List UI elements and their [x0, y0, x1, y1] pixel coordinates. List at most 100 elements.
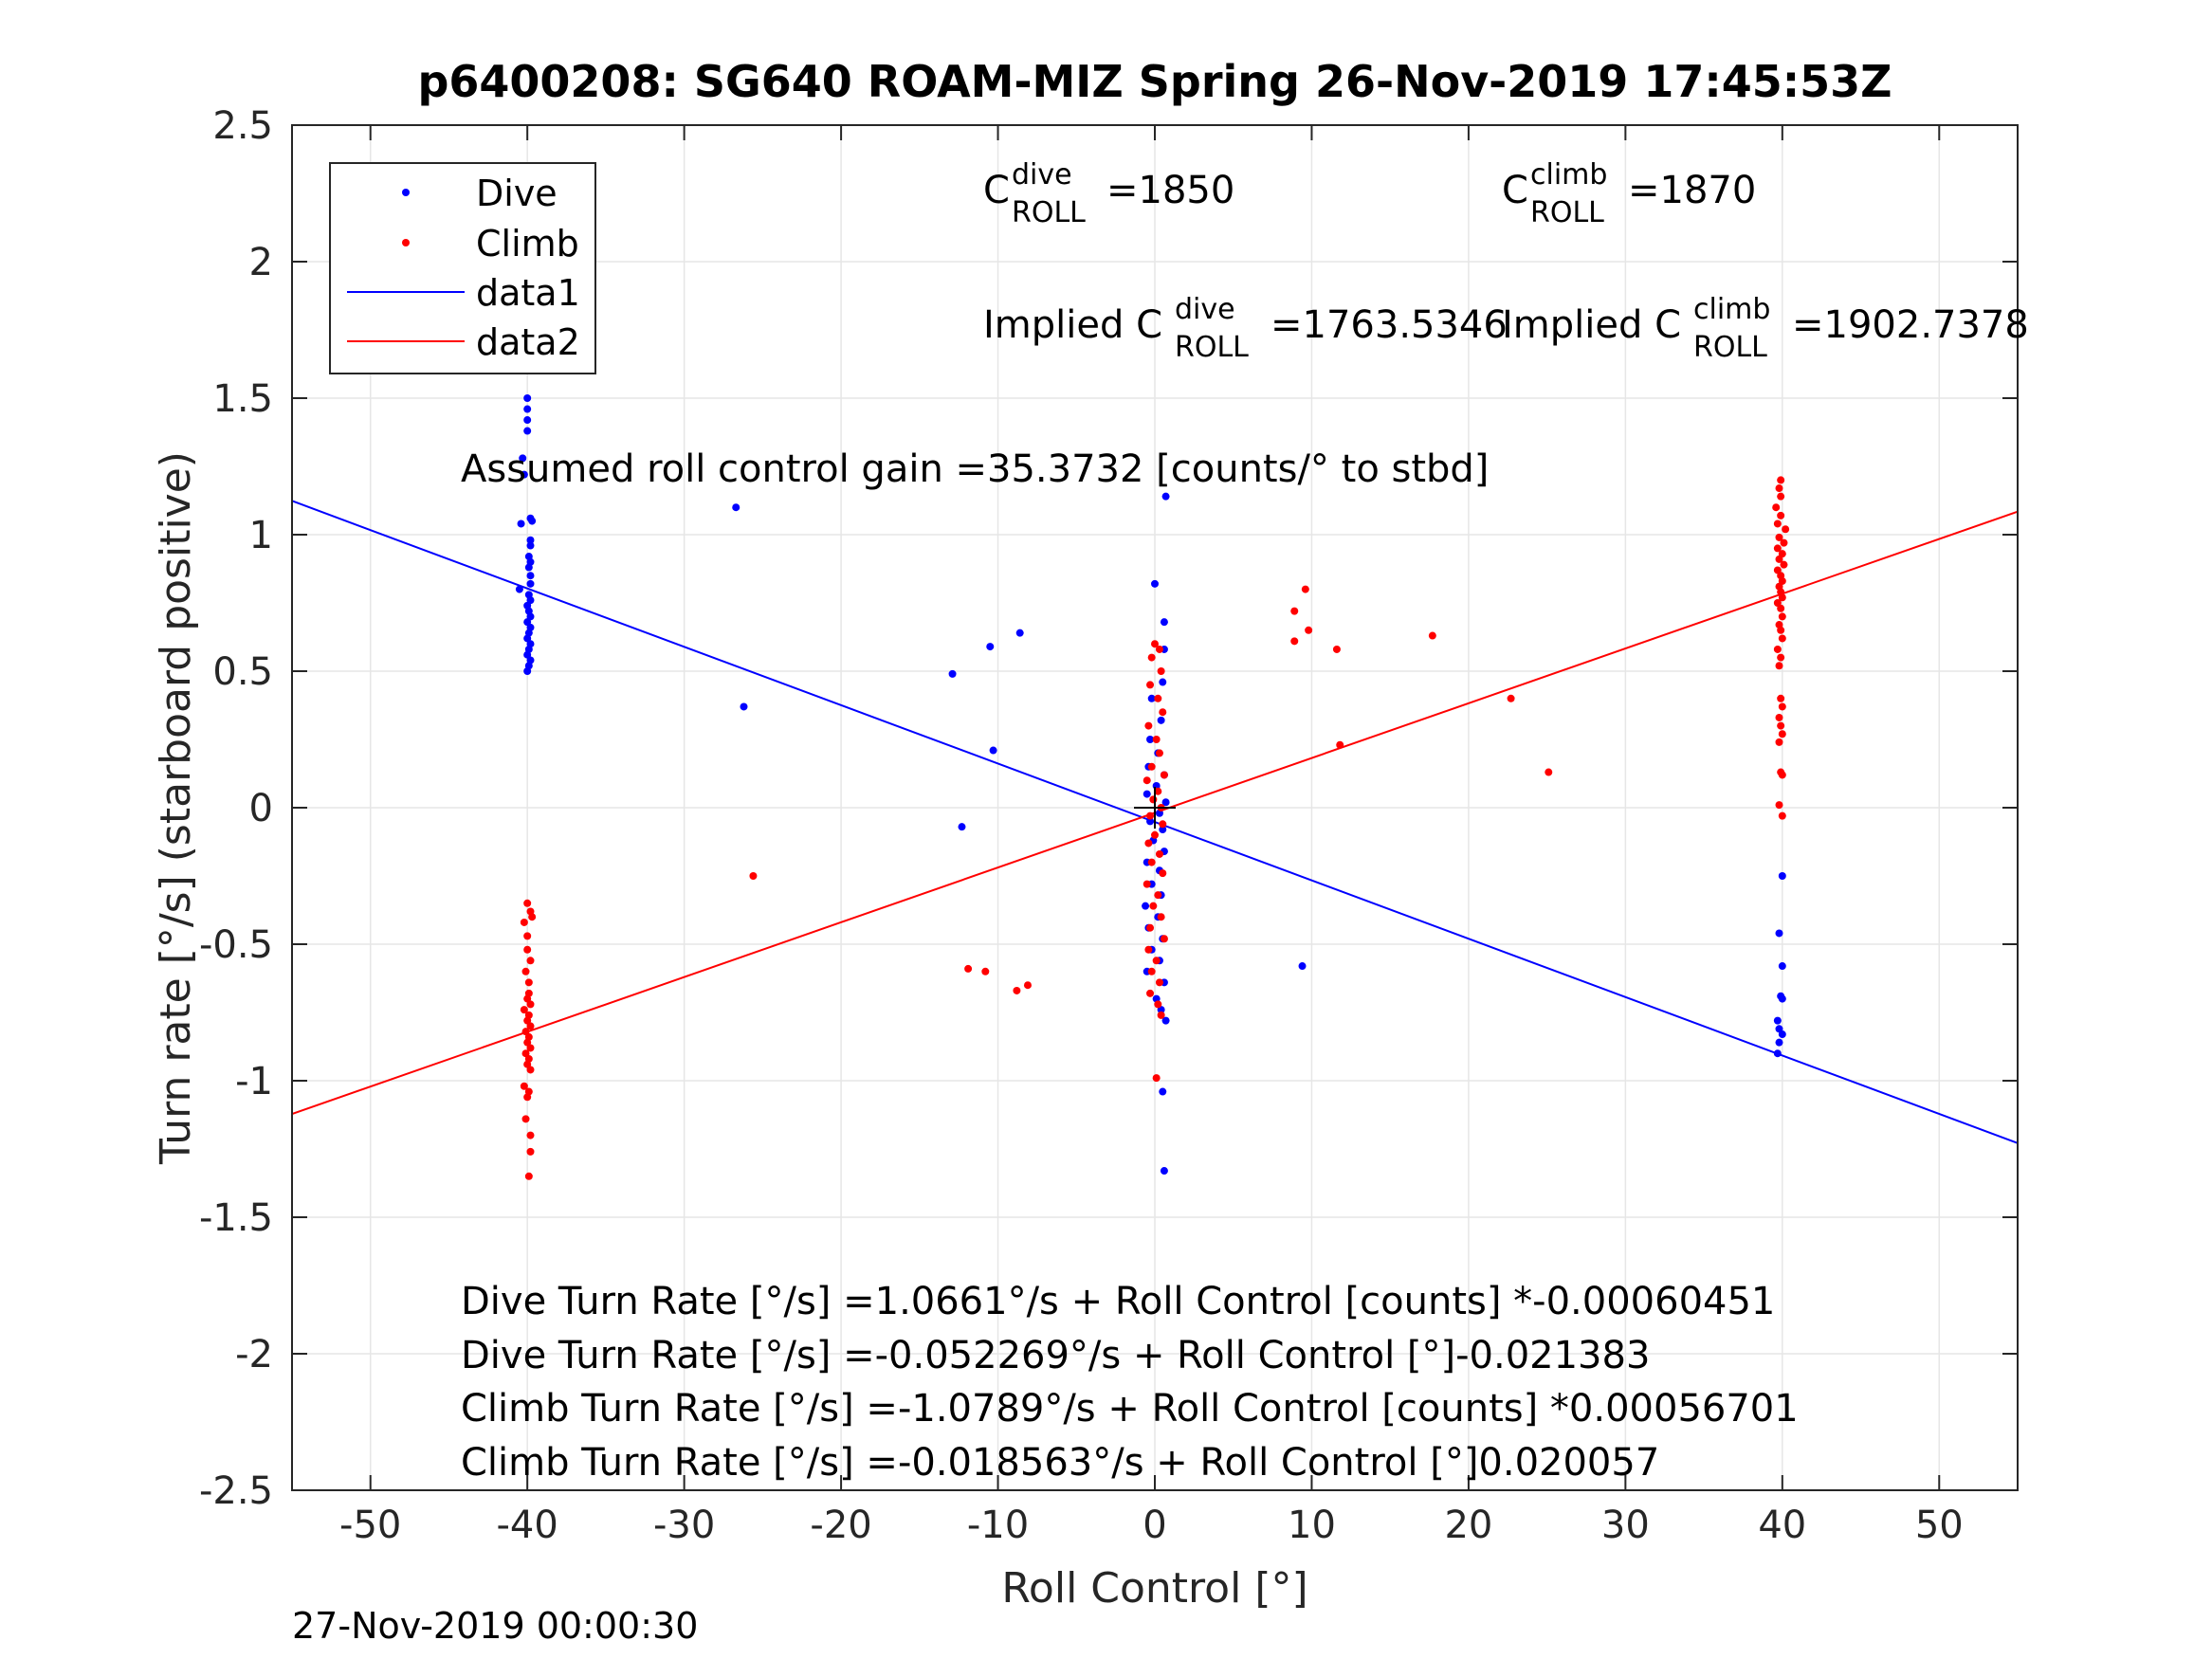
point-climb [1778, 811, 1786, 820]
y-tick-label: -1.5 [199, 1196, 273, 1240]
x-tick-label: -20 [810, 1504, 871, 1547]
point-climb [1777, 653, 1785, 662]
point-dive [1778, 872, 1786, 880]
point-climb [1775, 713, 1783, 721]
point-climb [1778, 730, 1786, 738]
point-climb [1155, 849, 1163, 858]
point-climb [1775, 555, 1783, 563]
point-dive [986, 643, 995, 651]
point-climb [521, 1115, 530, 1123]
point-climb [526, 1044, 535, 1052]
implied-dive-sub: ROLL [1175, 331, 1249, 364]
point-climb [526, 1066, 535, 1074]
point-dive [1159, 1087, 1167, 1096]
point-climb [1777, 511, 1785, 520]
implied-dive-prefix: Implied C [983, 303, 1162, 347]
point-climb [1154, 694, 1162, 702]
point-climb [1778, 702, 1786, 711]
fit-equation-dive-degrees: Dive Turn Rate [°/s] =-0.052269°/s + Rol… [461, 1334, 1650, 1377]
point-dive [1142, 902, 1150, 910]
point-climb [1775, 738, 1783, 746]
point-climb [1778, 634, 1786, 643]
point-climb [1154, 1000, 1162, 1009]
point-climb [1428, 631, 1436, 640]
x-tick-label: 20 [1444, 1504, 1492, 1547]
point-dive [958, 823, 966, 831]
point-climb [1155, 978, 1163, 987]
point-climb [1301, 585, 1309, 593]
point-climb [1775, 533, 1783, 541]
point-climb [1507, 694, 1515, 702]
fit-equations: Dive Turn Rate [°/s] =1.0661°/s + Roll C… [461, 1280, 1799, 1485]
point-climb [1782, 525, 1790, 534]
point-climb [1775, 484, 1783, 493]
y-tick-label: 2 [249, 241, 273, 284]
point-dive [524, 563, 533, 572]
point-dive [520, 470, 528, 479]
point-climb [1780, 538, 1788, 547]
x-tick-label: -50 [339, 1504, 401, 1547]
point-dive [1161, 1016, 1170, 1025]
point-dive [1773, 1016, 1782, 1025]
x-tick-label: 10 [1288, 1504, 1336, 1547]
c-roll-climb-base: C [1502, 169, 1528, 212]
point-climb [1545, 768, 1553, 776]
point-climb [1146, 811, 1155, 820]
point-climb [1146, 681, 1155, 689]
c-roll-climb-sup: climb [1530, 158, 1607, 191]
point-climb [1775, 801, 1783, 810]
legend-label-climb: Climb [476, 223, 579, 264]
point-dive [1773, 1049, 1782, 1058]
point-dive [948, 669, 957, 678]
fit-equation-climb-degrees: Climb Turn Rate [°/s] =-0.018563°/s + Ro… [461, 1441, 1659, 1485]
point-climb [526, 957, 535, 965]
point-climb [1143, 880, 1151, 888]
c-roll-climb-sub: ROLL [1530, 196, 1604, 229]
legend-label-data1: data1 [476, 272, 580, 314]
point-dive [519, 454, 527, 463]
point-climb [981, 967, 990, 975]
data-points [515, 394, 1790, 1180]
implied-climb-sup: climb [1693, 293, 1770, 326]
point-dive [523, 427, 532, 435]
y-tick-label: 2.5 [212, 104, 273, 148]
implied-climb-sub: ROLL [1693, 331, 1767, 364]
plot-frame [291, 124, 2019, 1491]
c-roll-dive-value: =1850 [1106, 169, 1234, 212]
point-climb [1777, 492, 1785, 501]
y-tick-label: -0.5 [199, 923, 273, 967]
point-climb [749, 872, 758, 880]
implied-climb-value: =1902.7378 [1792, 303, 2029, 347]
point-climb [526, 1131, 535, 1139]
c-roll-climb-annotation: C climb ROLL =1870 [1502, 158, 1756, 229]
point-dive [523, 394, 532, 402]
x-tick-label: -40 [497, 1504, 558, 1547]
point-dive [515, 585, 523, 593]
point-climb [1146, 923, 1155, 932]
point-climb [1780, 560, 1788, 569]
point-climb [1151, 640, 1159, 648]
implied-climb-prefix: Implied C [1502, 303, 1681, 347]
point-climb [526, 1022, 535, 1030]
x-tick-label: -10 [967, 1504, 1029, 1547]
point-dive [526, 536, 535, 544]
point-dive [1778, 1030, 1786, 1039]
point-dive [1146, 736, 1155, 743]
fit-equation-climb-counts: Climb Turn Rate [°/s] =-1.0789°/s + Roll… [461, 1387, 1799, 1431]
x-tick-label: 40 [1758, 1504, 1806, 1547]
point-dive [1143, 790, 1151, 798]
point-climb [1777, 476, 1785, 484]
legend-label-data2: data2 [476, 321, 580, 363]
point-climb [1147, 653, 1156, 662]
point-climb [1290, 637, 1299, 646]
point-climb [1152, 1074, 1161, 1083]
point-dive [523, 405, 532, 413]
y-tick-label: -1 [235, 1060, 273, 1103]
point-dive [1775, 1038, 1783, 1047]
point-climb [1147, 762, 1156, 771]
point-dive [1146, 817, 1155, 826]
x-tick-labels: -50 -40 -30 -20 -10 0 10 20 30 40 50 [339, 1504, 1964, 1547]
point-dive [732, 503, 740, 512]
y-tick-label: 0 [249, 787, 273, 830]
point-dive [1159, 826, 1167, 834]
